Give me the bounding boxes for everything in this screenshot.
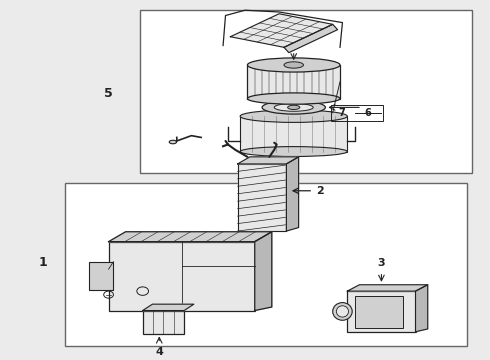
- Polygon shape: [416, 285, 428, 332]
- FancyBboxPatch shape: [240, 116, 347, 152]
- Polygon shape: [287, 157, 298, 231]
- Ellipse shape: [336, 306, 348, 317]
- Polygon shape: [238, 157, 298, 164]
- Ellipse shape: [262, 101, 325, 114]
- Text: 5: 5: [104, 87, 113, 100]
- Text: 7: 7: [338, 108, 345, 118]
- FancyBboxPatch shape: [355, 296, 403, 328]
- Ellipse shape: [284, 62, 303, 68]
- Ellipse shape: [288, 105, 300, 109]
- Ellipse shape: [247, 93, 340, 104]
- Circle shape: [137, 287, 148, 295]
- Polygon shape: [284, 24, 338, 53]
- Polygon shape: [347, 285, 428, 291]
- Ellipse shape: [247, 58, 340, 72]
- Polygon shape: [230, 14, 333, 47]
- Text: 4: 4: [155, 347, 163, 357]
- Text: 3: 3: [378, 258, 385, 268]
- Polygon shape: [238, 164, 287, 231]
- Ellipse shape: [274, 103, 313, 111]
- Ellipse shape: [240, 147, 347, 157]
- Text: 1: 1: [38, 256, 47, 269]
- Ellipse shape: [333, 303, 352, 320]
- FancyBboxPatch shape: [65, 183, 466, 346]
- FancyBboxPatch shape: [89, 262, 114, 290]
- Polygon shape: [255, 232, 272, 311]
- FancyBboxPatch shape: [143, 311, 184, 333]
- FancyBboxPatch shape: [140, 10, 471, 173]
- FancyBboxPatch shape: [347, 291, 416, 332]
- Ellipse shape: [240, 110, 347, 122]
- Text: 6: 6: [365, 108, 371, 118]
- FancyBboxPatch shape: [109, 242, 255, 311]
- FancyBboxPatch shape: [247, 65, 340, 99]
- Polygon shape: [109, 232, 272, 242]
- Text: 2: 2: [316, 186, 323, 196]
- Ellipse shape: [169, 140, 176, 144]
- Polygon shape: [143, 304, 194, 311]
